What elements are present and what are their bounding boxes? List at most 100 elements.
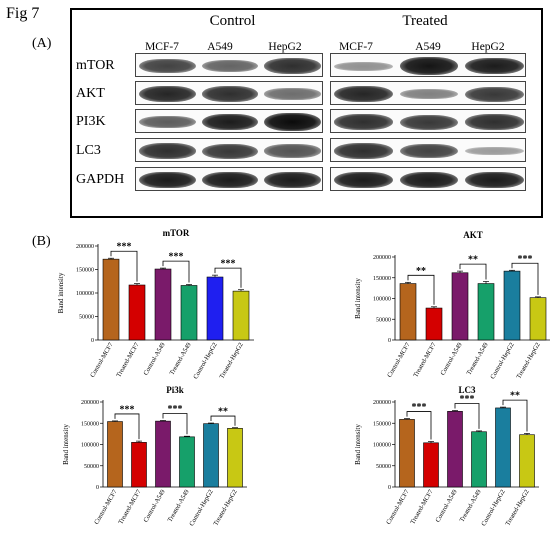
blot-strip-control	[135, 81, 323, 105]
bar	[131, 442, 147, 488]
significance-label: ***	[518, 254, 533, 265]
blot-band	[264, 171, 321, 189]
bar	[399, 419, 415, 488]
blot-band	[464, 171, 524, 189]
blot-band	[399, 88, 459, 100]
blot-strip-control	[135, 167, 323, 191]
blot-band	[201, 143, 259, 159]
x-tick-label: Control-A549	[142, 489, 166, 524]
y-tick-label: 150000	[373, 276, 391, 282]
y-tick-label: 50000	[79, 315, 94, 321]
y-tick-label: 150000	[373, 421, 391, 427]
blot-band	[399, 57, 459, 75]
y-tick-label: 0	[388, 338, 391, 344]
y-tick-label: 0	[91, 338, 94, 344]
y-tick-label: 50000	[376, 317, 391, 323]
x-tick-label: Treated-A549	[169, 342, 193, 377]
blot-band	[201, 86, 259, 102]
bar	[206, 276, 224, 341]
y-tick-label: 200000	[76, 244, 94, 250]
bar	[227, 428, 243, 488]
protein-label-mtor: mTOR	[76, 58, 115, 73]
bar	[519, 434, 535, 488]
panel-a-label: (A)	[32, 36, 52, 51]
significance-bracket	[502, 399, 528, 432]
blot-band	[264, 144, 321, 158]
blot-strip-control	[135, 53, 323, 77]
lane-label: A549	[207, 41, 233, 53]
x-tick-label: Control-HepG2	[188, 489, 214, 528]
blot-band	[139, 143, 196, 159]
chart-1: AKT Band intensity 0 50000 100000 150000 20000…	[354, 230, 550, 380]
y-tick-label: 0	[96, 485, 99, 491]
x-tick-label: Treated-A549	[466, 342, 490, 377]
significance-bracket	[162, 413, 188, 435]
significance-label: ***	[221, 259, 236, 270]
blot-band	[334, 85, 394, 103]
x-tick-label: Control-MCF7	[93, 488, 119, 526]
blot-strip-treated	[330, 53, 526, 77]
figure-label: Fig 7	[6, 5, 40, 22]
chart-0: mTOR Band intensity 0 50000 100000 150000 2000…	[57, 228, 254, 380]
chart-title: AKT	[463, 230, 483, 240]
significance-bracket	[110, 250, 138, 282]
blot-band	[334, 61, 394, 71]
western-blot-frame	[70, 8, 543, 218]
blot-band	[464, 57, 524, 75]
y-tick-label: 50000	[84, 464, 99, 470]
group-title-control: Control	[209, 13, 256, 29]
y-tick-label: 100000	[76, 291, 94, 297]
lane-label: HepG2	[471, 41, 505, 53]
x-tick-label: Treated-MCF7	[117, 488, 143, 526]
significance-label: ***	[169, 252, 184, 263]
protein-label-akt: AKT	[76, 86, 105, 101]
chart-title: mTOR	[163, 228, 190, 238]
bar	[495, 407, 511, 488]
lane-label: MCF-7	[339, 41, 373, 53]
significance-bracket	[162, 260, 190, 283]
blot-band	[334, 171, 394, 189]
lane-label: MCF-7	[145, 41, 179, 53]
bar	[451, 272, 469, 341]
bar	[179, 436, 195, 488]
blot-strip-control	[135, 138, 323, 162]
panel-b-label: (B)	[32, 234, 51, 249]
chart-3: LC3 Band intensity 0 50000 100000 150000 20000…	[354, 385, 539, 527]
y-tick-label: 50000	[376, 464, 391, 470]
y-tick-label: 0	[388, 485, 391, 491]
bar	[447, 411, 463, 488]
bar	[154, 268, 172, 341]
x-tick-label: Control-HepG2	[192, 342, 218, 381]
x-tick-label: Control-A549	[142, 342, 166, 377]
blot-band	[399, 171, 459, 189]
protein-label-pi3k: PI3K	[76, 114, 106, 129]
y-tick-label: 200000	[373, 400, 391, 406]
protein-label-gapdh: GAPDH	[76, 172, 125, 187]
blot-strip-treated	[330, 81, 526, 105]
blot-band	[464, 146, 524, 156]
blot-band	[201, 171, 259, 189]
x-tick-label: Control-HepG2	[480, 489, 506, 528]
significance-bracket	[459, 263, 487, 280]
y-axis-label: Band intensity	[57, 272, 65, 313]
significance-bracket	[114, 413, 140, 440]
blot-band	[264, 113, 321, 131]
significance-label: **	[416, 266, 426, 277]
x-tick-label: Control-A549	[439, 342, 463, 377]
bar	[423, 442, 439, 488]
significance-bracket	[406, 411, 432, 440]
blot-strip-treated	[330, 109, 526, 133]
x-tick-label: Treated-MCF7	[409, 488, 435, 526]
significance-bracket	[210, 415, 236, 426]
blot-band	[201, 113, 259, 131]
blot-band	[264, 58, 321, 74]
x-tick-label: Control-HepG2	[489, 342, 515, 381]
x-tick-label: Treated-MCF7	[115, 341, 141, 379]
bar	[155, 420, 171, 488]
blot-band	[334, 143, 394, 159]
significance-label: **	[510, 391, 520, 402]
significance-label: ***	[120, 404, 135, 415]
blot-band	[264, 88, 321, 100]
lane-label: A549	[415, 41, 441, 53]
